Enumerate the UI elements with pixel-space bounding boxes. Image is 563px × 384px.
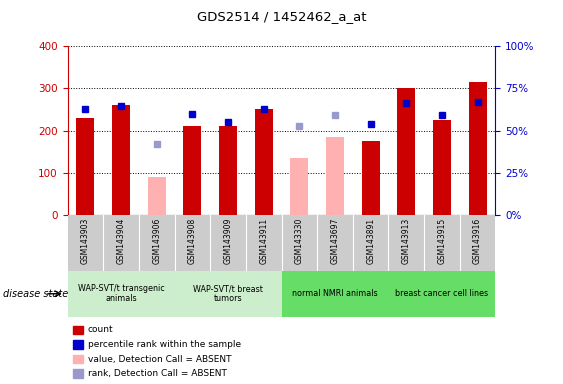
Bar [184, 126, 202, 215]
Bar [68, 271, 175, 317]
Text: GSM143911: GSM143911 [259, 218, 268, 264]
Text: WAP-SVT/t breast
tumors: WAP-SVT/t breast tumors [193, 284, 263, 303]
Text: GSM143330: GSM143330 [295, 218, 304, 264]
Text: percentile rank within the sample: percentile rank within the sample [88, 340, 241, 349]
Text: GSM143909: GSM143909 [224, 218, 233, 264]
Text: GSM143916: GSM143916 [473, 218, 482, 264]
Text: GSM143906: GSM143906 [152, 218, 161, 264]
Bar [219, 126, 237, 215]
Text: GSM143908: GSM143908 [188, 218, 197, 264]
Bar [326, 137, 344, 215]
Bar [77, 118, 95, 215]
Bar [112, 105, 130, 215]
Text: rank, Detection Call = ABSENT: rank, Detection Call = ABSENT [88, 369, 227, 378]
Bar [148, 177, 166, 215]
Text: GSM143915: GSM143915 [437, 218, 446, 264]
Text: WAP-SVT/t transgenic
animals: WAP-SVT/t transgenic animals [78, 284, 164, 303]
Text: GSM143904: GSM143904 [117, 218, 126, 264]
Text: GSM143697: GSM143697 [330, 218, 339, 264]
Bar [175, 271, 282, 317]
Text: GSM143891: GSM143891 [366, 218, 375, 264]
Bar [397, 88, 415, 215]
Text: breast cancer cell lines: breast cancer cell lines [395, 289, 489, 298]
Text: disease state: disease state [3, 289, 68, 299]
Bar [361, 141, 379, 215]
Text: count: count [88, 325, 114, 334]
Text: GSM143913: GSM143913 [402, 218, 411, 264]
Text: value, Detection Call = ABSENT: value, Detection Call = ABSENT [88, 354, 231, 364]
Bar [282, 271, 388, 317]
Bar [433, 120, 451, 215]
Text: GDS2514 / 1452462_a_at: GDS2514 / 1452462_a_at [196, 10, 367, 23]
Bar [468, 82, 486, 215]
Text: GSM143903: GSM143903 [81, 218, 90, 264]
Bar [291, 158, 309, 215]
Bar [254, 109, 272, 215]
Text: normal NMRI animals: normal NMRI animals [292, 289, 378, 298]
Bar [388, 271, 495, 317]
